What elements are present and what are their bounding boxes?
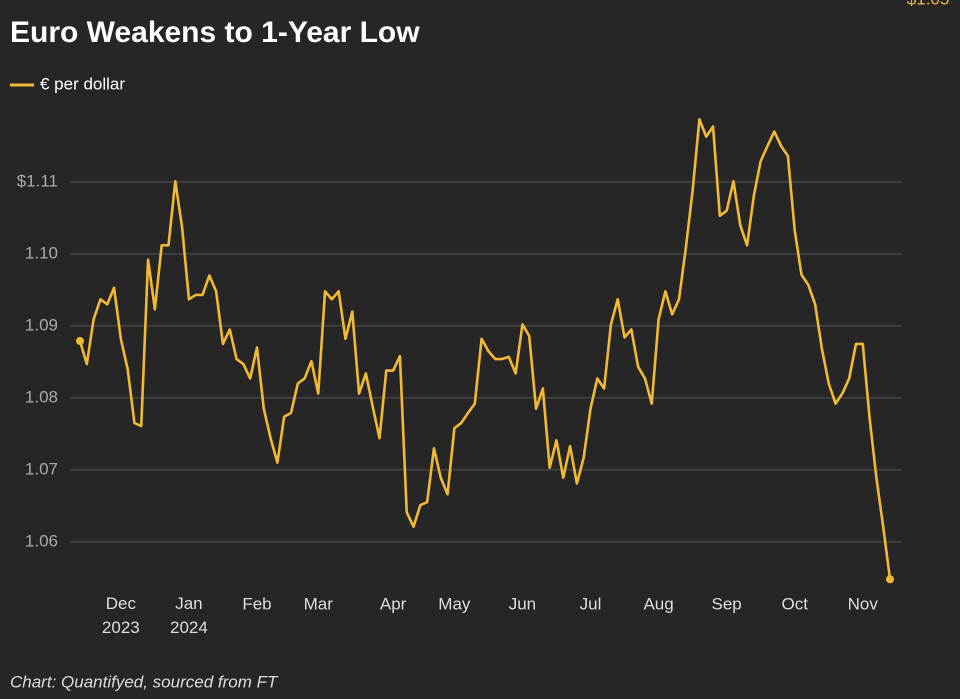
- x-tick-label: Apr: [380, 594, 407, 613]
- end-point: [76, 337, 84, 346]
- x-tick-label: May: [438, 594, 471, 613]
- x-tick-label: Mar: [304, 594, 334, 613]
- y-tick-label: 1.09: [25, 315, 58, 334]
- x-tick-label: Sep: [712, 594, 742, 613]
- x-tick-label: Jun: [509, 594, 536, 613]
- x-tick-label: Feb: [242, 594, 271, 613]
- x-tick-label: Dec 2023: [102, 594, 140, 637]
- y-tick-label: 1.08: [25, 387, 58, 406]
- y-tick-label: 1.06: [25, 531, 58, 550]
- end-point: [886, 575, 894, 584]
- x-tick-label: Jul: [580, 594, 602, 613]
- y-tick-label: $1.11: [17, 171, 58, 190]
- x-tick-label: Nov: [848, 594, 879, 613]
- line-series: [78, 118, 892, 580]
- y-tick-label: 1.07: [25, 459, 58, 478]
- x-tick-label: Aug: [643, 594, 673, 613]
- data-label: $1.05: [907, 0, 950, 8]
- y-tick-label: 1.10: [25, 243, 58, 262]
- chart-title: Euro Weakens to 1-Year Low: [10, 16, 420, 49]
- source-note: Chart: Quantifyed, sourced from FT: [10, 672, 279, 691]
- legend-label: € per dollar: [40, 74, 125, 93]
- x-tick-label: Jan 2024: [170, 594, 208, 637]
- x-tick-label: Oct: [781, 594, 808, 613]
